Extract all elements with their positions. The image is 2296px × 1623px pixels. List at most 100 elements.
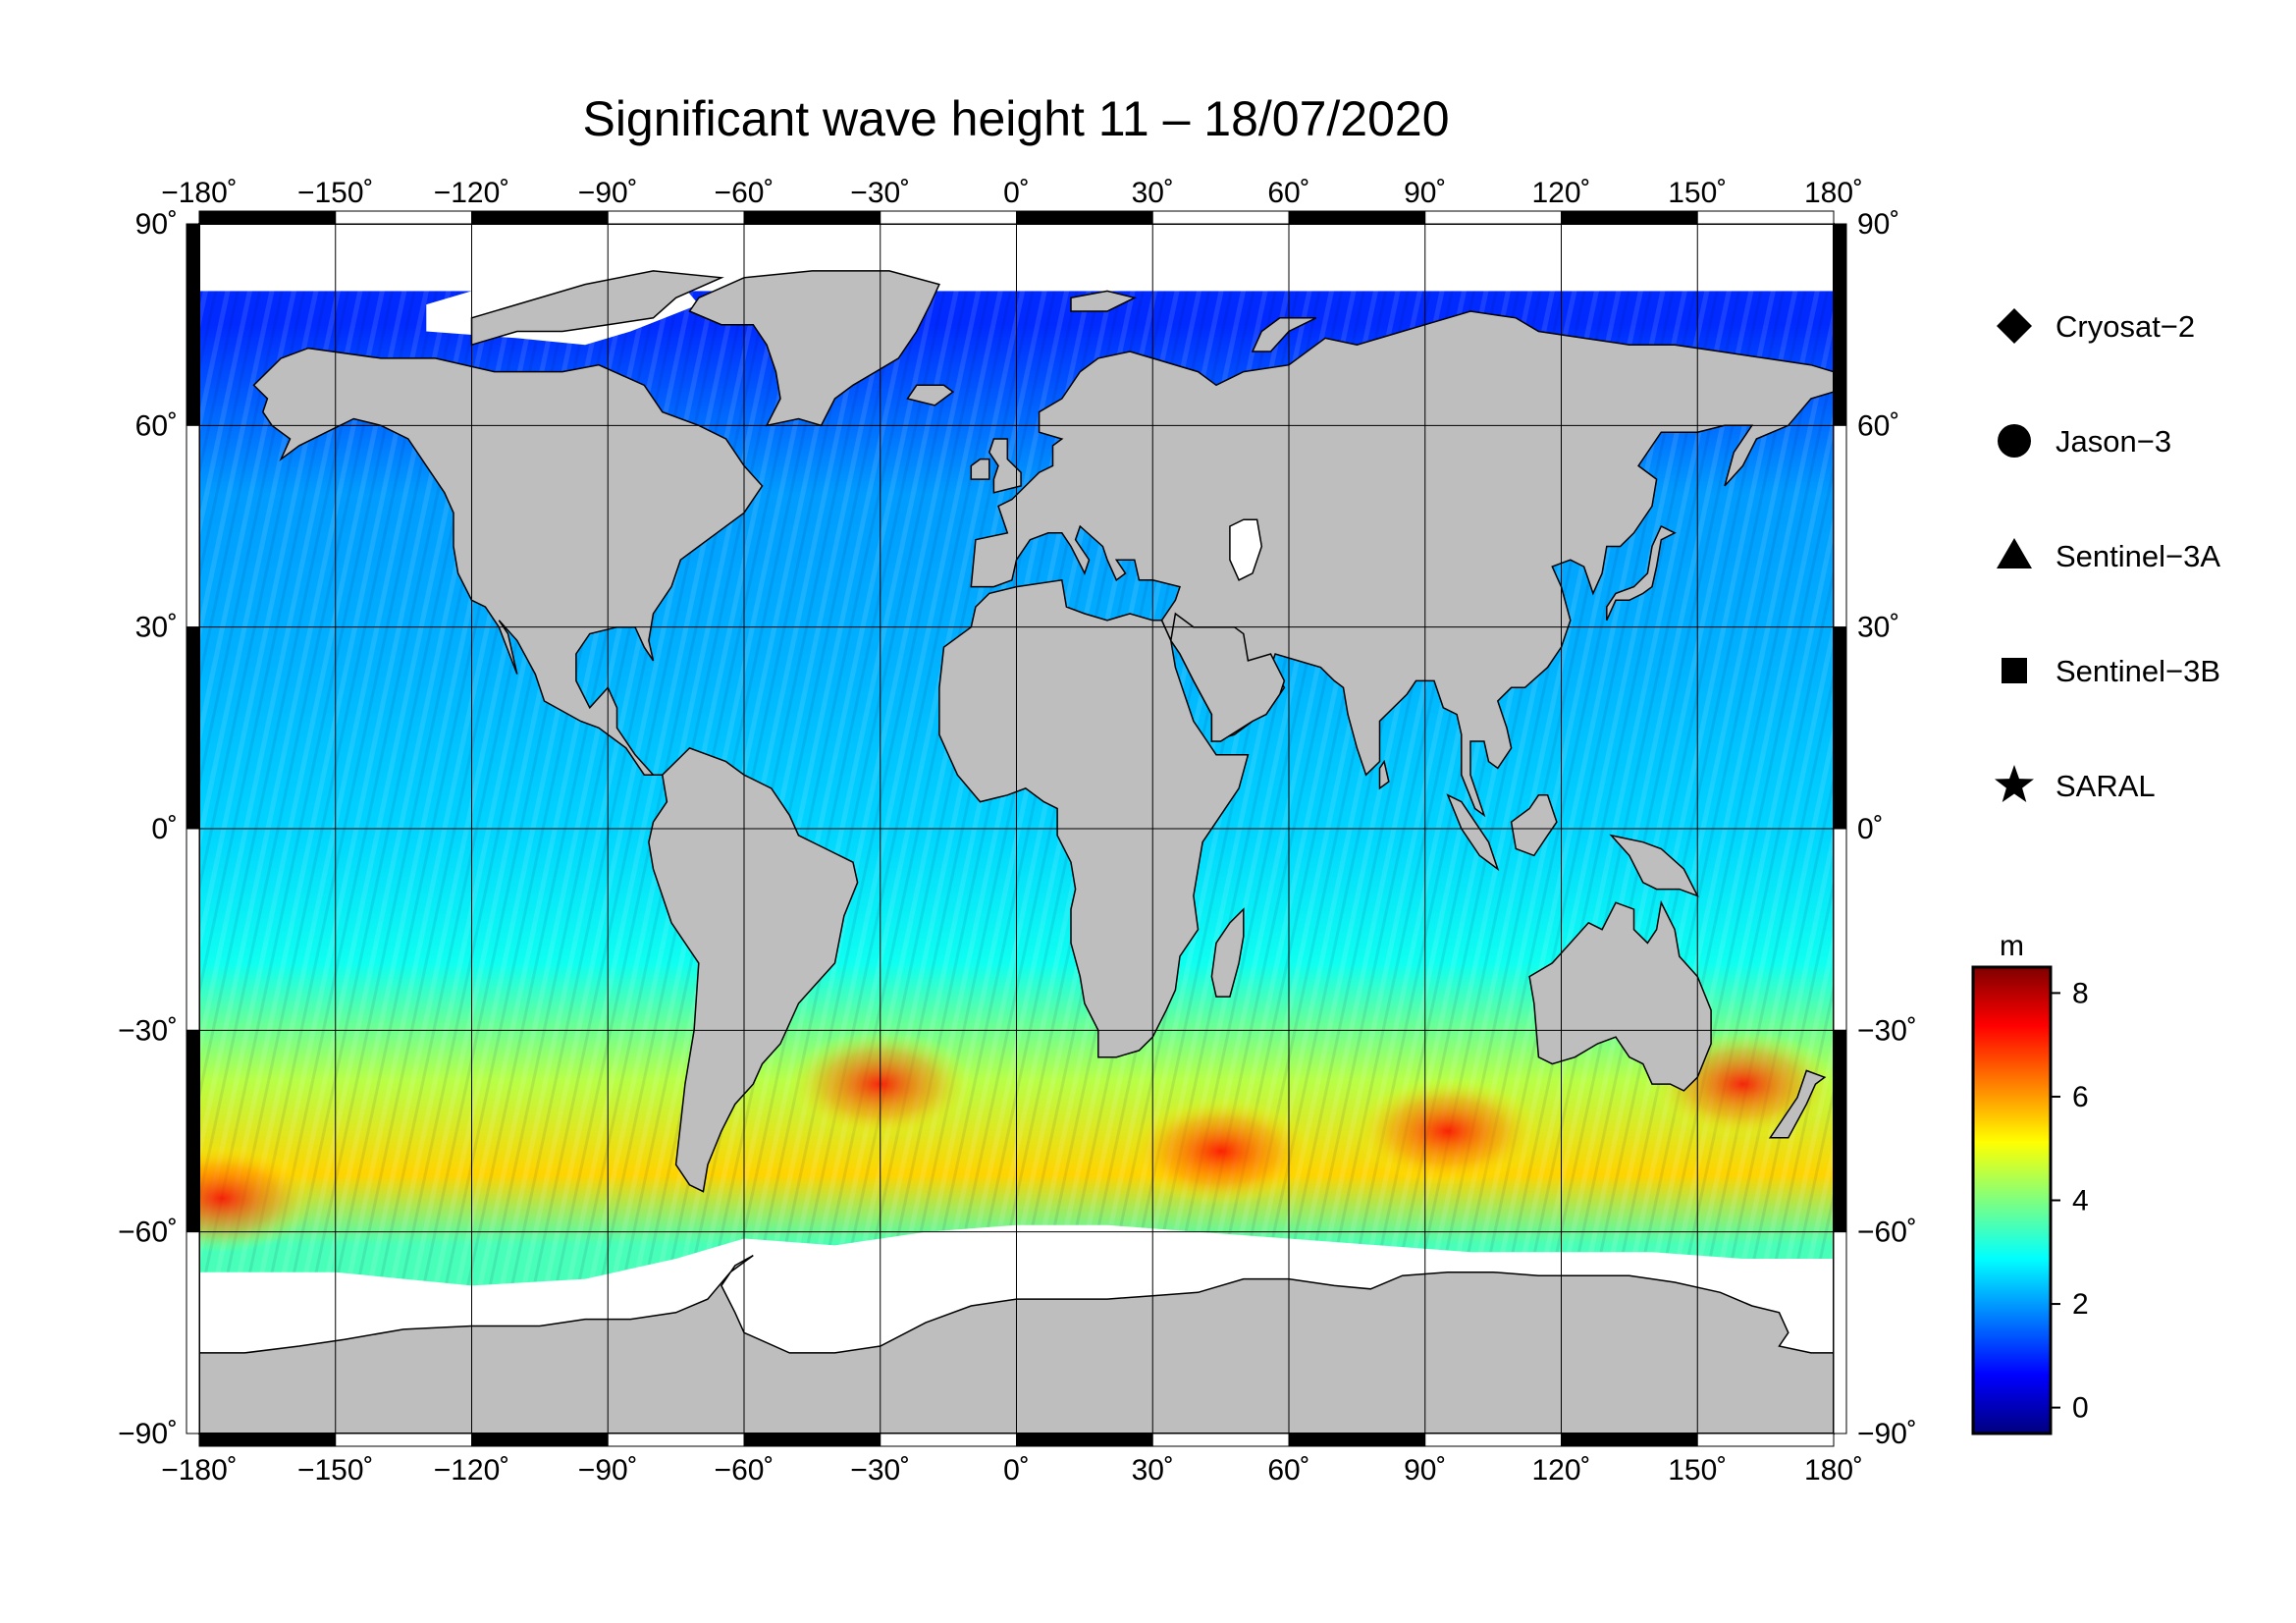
lat-tick-label-right: −90˚ bbox=[1857, 1418, 1917, 1450]
frame-bar-bottom-8 bbox=[1288, 1433, 1426, 1447]
frame-bar-bottom-3 bbox=[607, 1433, 745, 1447]
land-novaya-zemlya bbox=[1251, 317, 1317, 352]
lon-ticks-bottom: −180˚ −150˚ −120˚ −90˚ −60˚ −30˚ 0˚ 30˚ 60˚ 90˚ 12… bbox=[161, 1454, 1863, 1487]
lon-tick-label-bottom: −150˚ bbox=[297, 1454, 374, 1487]
colorbar-tick-label: 8 bbox=[2072, 977, 2089, 1009]
frame-bar-top-11 bbox=[1696, 210, 1835, 225]
lon-tick-label-top: −120˚ bbox=[434, 177, 510, 209]
frame-bar-bottom-11 bbox=[1696, 1433, 1835, 1447]
land-south-america bbox=[648, 747, 859, 1193]
legend-item-circle: Jason−3 bbox=[1998, 424, 2171, 459]
circle-icon bbox=[1998, 424, 2031, 458]
satellite-legend: Cryosat−2 Jason−3 Sentinel−3A Sentinel−3B SA… bbox=[1995, 308, 2220, 803]
land-new-guinea bbox=[1609, 834, 1699, 897]
frame-bar-left-4 bbox=[186, 1029, 200, 1233]
frame-bar-right-3 bbox=[1833, 828, 1847, 1031]
frame-bar-top-10 bbox=[1561, 210, 1698, 225]
square-icon bbox=[2002, 658, 2027, 683]
lon-tick-label-bottom: −90˚ bbox=[578, 1454, 638, 1487]
star-icon bbox=[1995, 765, 2034, 802]
frame-bar-left-2 bbox=[186, 626, 200, 830]
land-japan bbox=[1606, 524, 1677, 622]
lat-tick-label-left: 0˚ bbox=[151, 813, 178, 845]
frame-bar-right-2 bbox=[1833, 626, 1847, 830]
lon-tick-label-top: 0˚ bbox=[1003, 177, 1030, 209]
graticule bbox=[199, 224, 1834, 1434]
legend-item-star: SARAL bbox=[1995, 765, 2156, 803]
land-borneo bbox=[1510, 794, 1558, 857]
frame-bar-bottom-5 bbox=[880, 1433, 1017, 1447]
frame-bar-top-6 bbox=[1016, 210, 1153, 225]
land-greenland bbox=[688, 270, 940, 427]
land-central-asia-lakes bbox=[1229, 518, 1263, 581]
lat-tick-label-right: 0˚ bbox=[1857, 813, 1884, 845]
frame-bar-bottom-6 bbox=[1016, 1433, 1153, 1447]
lat-tick-label-left: −60˚ bbox=[118, 1217, 178, 1249]
lat-tick-label-left: 30˚ bbox=[135, 612, 178, 644]
lon-tick-label-bottom: 30˚ bbox=[1132, 1454, 1174, 1487]
land-svalbard bbox=[1070, 290, 1137, 312]
lon-tick-label-bottom: 0˚ bbox=[1003, 1454, 1030, 1487]
frame-bar-bottom-10 bbox=[1561, 1433, 1698, 1447]
land-north-america bbox=[252, 347, 764, 776]
frame-bar-top-5 bbox=[880, 210, 1017, 225]
lat-tick-label-right: 60˚ bbox=[1857, 409, 1899, 442]
lon-tick-label-bottom: −120˚ bbox=[434, 1454, 510, 1487]
lon-tick-label-bottom: 180˚ bbox=[1804, 1454, 1863, 1487]
colorbar-unit: m bbox=[2000, 930, 2024, 962]
frame-bar-top-0 bbox=[198, 210, 337, 225]
legend-item-square: Sentinel−3B bbox=[2002, 654, 2220, 688]
legend-label: Sentinel−3B bbox=[2056, 654, 2220, 688]
lon-tick-label-bottom: 60˚ bbox=[1267, 1454, 1309, 1487]
lat-ticks-left: 90˚ 60˚ 30˚ 0˚ −30˚ −60˚ −90˚ bbox=[118, 208, 178, 1450]
lon-tick-label-bottom: −180˚ bbox=[161, 1454, 238, 1487]
legend-item-triangle: Sentinel−3A bbox=[1997, 538, 2220, 573]
frame-bar-bottom-1 bbox=[335, 1433, 472, 1447]
lon-tick-label-top: 150˚ bbox=[1668, 177, 1727, 209]
lat-tick-label-left: 60˚ bbox=[135, 409, 178, 442]
frame-bar-top-4 bbox=[743, 210, 881, 225]
colorbar-ticks: 0 2 4 6 8 bbox=[2051, 977, 2089, 1425]
frame-bar-right-4 bbox=[1833, 1029, 1847, 1233]
frame-bar-top-7 bbox=[1151, 210, 1290, 225]
colorbar-tick-label: 0 bbox=[2072, 1392, 2089, 1425]
lon-tick-label-top: −90˚ bbox=[578, 177, 638, 209]
lat-tick-label-right: 30˚ bbox=[1857, 612, 1899, 644]
frame-bar-bottom-7 bbox=[1151, 1433, 1290, 1447]
colorbar-tick-label: 2 bbox=[2072, 1288, 2089, 1321]
lon-tick-label-bottom: 90˚ bbox=[1404, 1454, 1446, 1487]
lon-tick-label-top: 180˚ bbox=[1804, 177, 1863, 209]
frame-bar-right-5 bbox=[1833, 1231, 1847, 1434]
frame-bar-bottom-0 bbox=[198, 1433, 337, 1447]
land-ireland bbox=[970, 458, 990, 480]
land-sri-lanka bbox=[1378, 759, 1390, 790]
frame-bar-bottom-9 bbox=[1424, 1433, 1562, 1447]
lon-tick-label-top: −150˚ bbox=[297, 177, 374, 209]
frame-bar-left-1 bbox=[186, 424, 200, 628]
frame-bar-top-1 bbox=[335, 210, 472, 225]
frame-bar-left-5 bbox=[186, 1231, 200, 1434]
lon-tick-label-bottom: 150˚ bbox=[1668, 1454, 1727, 1487]
frame-bar-top-9 bbox=[1424, 210, 1562, 225]
lon-tick-label-bottom: −30˚ bbox=[850, 1454, 910, 1487]
lon-tick-label-top: −30˚ bbox=[850, 177, 910, 209]
legend-label: Jason−3 bbox=[2056, 424, 2171, 459]
colorbar-tick-label: 4 bbox=[2072, 1185, 2089, 1217]
triangle-icon bbox=[1997, 538, 2032, 568]
lat-tick-label-left: −30˚ bbox=[118, 1014, 178, 1047]
frame-bar-top-8 bbox=[1288, 210, 1426, 225]
lon-tick-label-top: −180˚ bbox=[161, 177, 238, 209]
hotspot-3 bbox=[199, 1144, 316, 1253]
map: −180˚ −150˚ −120˚ −90˚ −60˚ −30˚ 0˚ 30˚ 60˚ 90˚ 12… bbox=[118, 177, 1917, 1487]
lat-tick-label-right: −30˚ bbox=[1857, 1014, 1917, 1047]
lat-tick-label-right: 90˚ bbox=[1857, 208, 1899, 241]
land-new-zealand bbox=[1768, 1069, 1827, 1139]
legend-item-diamond: Cryosat−2 bbox=[1997, 308, 2195, 344]
frame-bar-bottom-4 bbox=[743, 1433, 881, 1447]
diamond-icon bbox=[1997, 308, 2032, 344]
frame-bar-bottom-2 bbox=[471, 1433, 609, 1447]
hotspot-1 bbox=[1127, 1097, 1314, 1206]
land-canada-arctic-islands bbox=[470, 270, 724, 347]
land-iceland bbox=[906, 384, 955, 406]
